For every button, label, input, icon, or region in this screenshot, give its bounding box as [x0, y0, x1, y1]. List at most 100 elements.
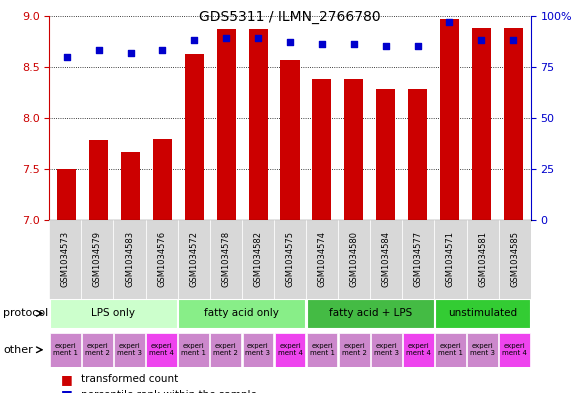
- Text: ■: ■: [61, 388, 72, 393]
- Text: GSM1034583: GSM1034583: [125, 231, 134, 287]
- Bar: [403, 220, 434, 299]
- Text: GSM1034584: GSM1034584: [382, 231, 391, 287]
- Text: GSM1034572: GSM1034572: [189, 231, 198, 287]
- Bar: [177, 220, 210, 299]
- Bar: [499, 220, 531, 299]
- Bar: [242, 220, 274, 299]
- Text: experi
ment 4: experi ment 4: [406, 343, 431, 356]
- Text: GSM1034579: GSM1034579: [93, 231, 102, 287]
- Bar: [50, 333, 81, 367]
- Bar: [57, 169, 77, 393]
- Bar: [211, 333, 241, 367]
- Text: protocol: protocol: [3, 309, 48, 318]
- Text: experi
ment 2: experi ment 2: [342, 343, 367, 356]
- Bar: [467, 333, 498, 367]
- Point: [349, 41, 358, 48]
- Text: other: other: [3, 345, 32, 355]
- Text: experi
ment 1: experi ment 1: [181, 343, 206, 356]
- Text: GDS5311 / ILMN_2766780: GDS5311 / ILMN_2766780: [199, 10, 381, 24]
- Point: [222, 35, 231, 41]
- Bar: [371, 333, 402, 367]
- Bar: [82, 333, 113, 367]
- Text: experi
ment 1: experi ment 1: [53, 343, 78, 356]
- Bar: [242, 333, 273, 367]
- Text: fatty acid + LPS: fatty acid + LPS: [329, 309, 412, 318]
- Bar: [217, 29, 236, 393]
- Text: fatty acid only: fatty acid only: [204, 309, 280, 318]
- Text: GSM1034573: GSM1034573: [61, 231, 70, 287]
- Point: [413, 43, 422, 50]
- Text: experi
ment 4: experi ment 4: [149, 343, 174, 356]
- Text: experi
ment 2: experi ment 2: [85, 343, 110, 356]
- Point: [62, 53, 71, 60]
- Bar: [307, 299, 434, 328]
- Text: experi
ment 1: experi ment 1: [310, 343, 335, 356]
- Bar: [338, 220, 370, 299]
- Text: GSM1034571: GSM1034571: [446, 231, 455, 287]
- Bar: [114, 220, 146, 299]
- Text: GSM1034578: GSM1034578: [222, 231, 230, 287]
- Bar: [146, 333, 177, 367]
- Bar: [408, 89, 427, 393]
- Bar: [50, 299, 177, 328]
- Bar: [440, 19, 459, 393]
- Text: experi
ment 2: experi ment 2: [213, 343, 238, 356]
- Text: GSM1034585: GSM1034585: [510, 231, 519, 287]
- Bar: [499, 333, 530, 367]
- Text: LPS only: LPS only: [92, 309, 136, 318]
- Bar: [435, 299, 530, 328]
- Bar: [49, 220, 81, 299]
- Bar: [274, 220, 306, 299]
- Text: GSM1034582: GSM1034582: [253, 231, 262, 287]
- Bar: [249, 29, 268, 393]
- Text: transformed count: transformed count: [81, 374, 179, 384]
- Text: GSM1034576: GSM1034576: [157, 231, 166, 287]
- Bar: [376, 89, 395, 393]
- Point: [190, 37, 199, 43]
- Bar: [146, 220, 177, 299]
- Bar: [114, 333, 145, 367]
- Point: [477, 37, 486, 43]
- Bar: [153, 140, 172, 393]
- Text: experi
ment 3: experi ment 3: [117, 343, 142, 356]
- Bar: [281, 60, 299, 393]
- Text: experi
ment 1: experi ment 1: [438, 343, 463, 356]
- Text: GSM1034575: GSM1034575: [285, 231, 295, 287]
- Text: experi
ment 4: experi ment 4: [502, 343, 527, 356]
- Bar: [370, 220, 403, 299]
- Point: [126, 50, 135, 56]
- Point: [94, 47, 103, 53]
- Bar: [178, 333, 209, 367]
- Bar: [178, 299, 306, 328]
- Bar: [274, 333, 306, 367]
- Bar: [312, 79, 331, 393]
- Bar: [81, 220, 114, 299]
- Text: GSM1034580: GSM1034580: [350, 231, 358, 287]
- Text: unstimulated: unstimulated: [448, 309, 517, 318]
- Bar: [403, 333, 434, 367]
- Bar: [503, 28, 523, 393]
- Bar: [307, 333, 338, 367]
- Point: [317, 41, 327, 48]
- Bar: [434, 220, 466, 299]
- Text: experi
ment 3: experi ment 3: [470, 343, 495, 356]
- Point: [381, 43, 390, 50]
- Bar: [89, 140, 108, 393]
- Bar: [185, 53, 204, 393]
- Text: ■: ■: [61, 373, 72, 386]
- Text: percentile rank within the sample: percentile rank within the sample: [81, 390, 257, 393]
- Bar: [435, 333, 466, 367]
- Text: GSM1034581: GSM1034581: [478, 231, 487, 287]
- Point: [509, 37, 518, 43]
- Bar: [472, 28, 491, 393]
- Bar: [210, 220, 242, 299]
- Point: [285, 39, 295, 46]
- Point: [445, 19, 454, 25]
- Bar: [339, 333, 369, 367]
- Bar: [344, 79, 363, 393]
- Text: experi
ment 4: experi ment 4: [278, 343, 302, 356]
- Bar: [466, 220, 499, 299]
- Bar: [121, 152, 140, 393]
- Text: GSM1034577: GSM1034577: [414, 231, 423, 287]
- Bar: [306, 220, 338, 299]
